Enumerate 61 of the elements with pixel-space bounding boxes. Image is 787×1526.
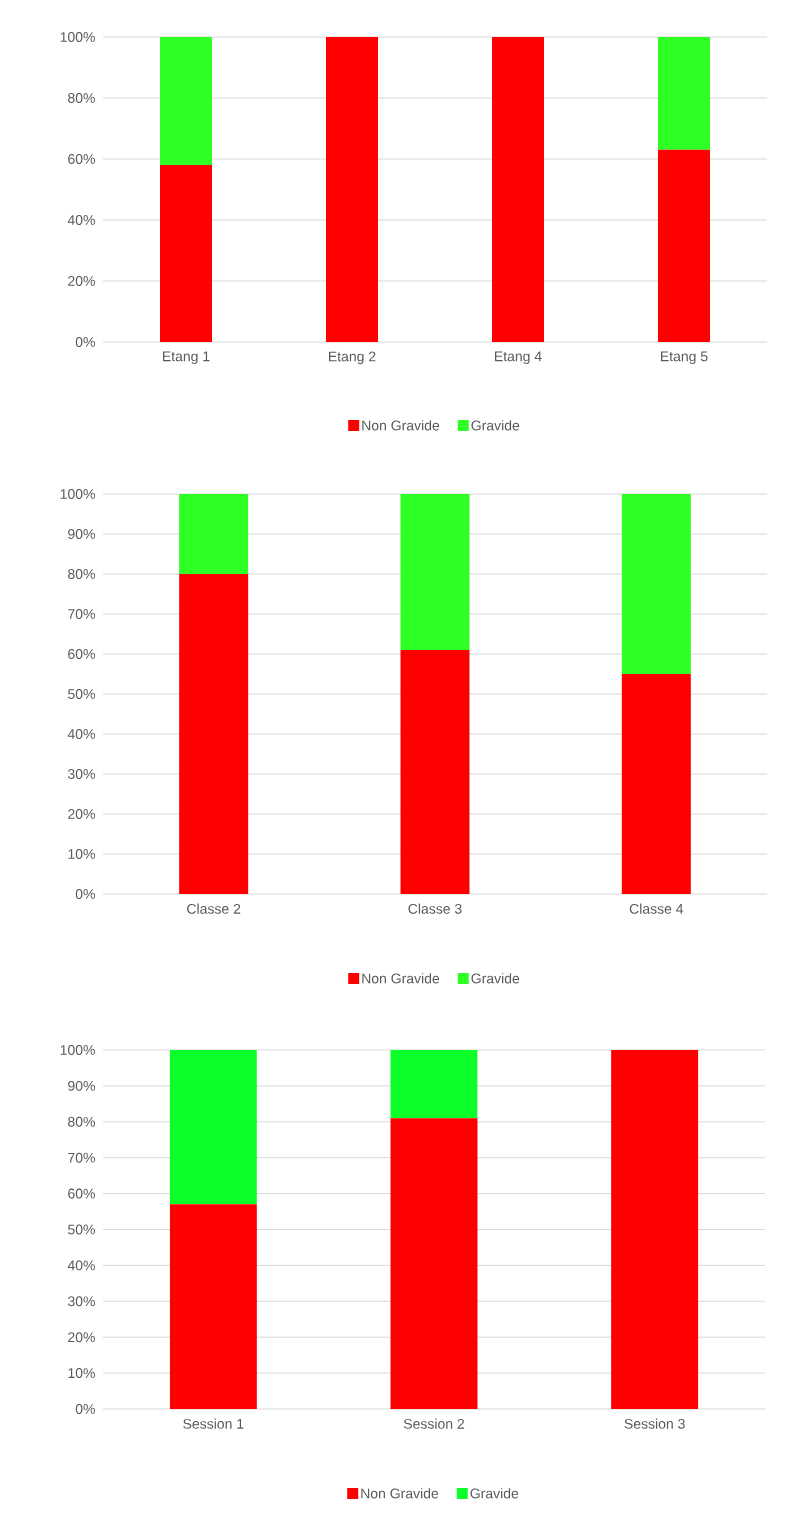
y-tick-label: 0% bbox=[75, 1404, 95, 1414]
y-tick-label: 20% bbox=[68, 809, 95, 819]
y-tick-label: 50% bbox=[68, 1224, 95, 1235]
x-tick-label: Classe 2 bbox=[187, 903, 241, 914]
bar bbox=[390, 1118, 478, 1409]
bar bbox=[169, 1204, 257, 1409]
x-tick-label: Etang 1 bbox=[163, 351, 210, 365]
bar bbox=[400, 649, 470, 894]
y-tick-label: 60% bbox=[68, 154, 95, 164]
bar bbox=[179, 573, 249, 894]
bar bbox=[160, 165, 212, 342]
x-tick-label: Classe 4 bbox=[629, 903, 684, 914]
bar bbox=[491, 37, 544, 342]
legend-label: Non Gravide bbox=[362, 420, 440, 431]
bar bbox=[169, 1049, 257, 1205]
legend-label: Gravide bbox=[471, 973, 520, 984]
x-tick-label: Classe 3 bbox=[408, 903, 462, 914]
legend-label: Gravide bbox=[471, 420, 520, 431]
y-tick-label: 60% bbox=[68, 649, 95, 659]
bar bbox=[400, 493, 470, 650]
y-tick-label: 10% bbox=[68, 1368, 95, 1379]
y-tick-label: 0% bbox=[75, 337, 95, 347]
bar bbox=[621, 493, 691, 674]
y-tick-label: 30% bbox=[67, 769, 95, 779]
y-tick-label: 10% bbox=[68, 849, 95, 859]
x-tick-label: Etang 2 bbox=[329, 351, 376, 365]
y-tick-label: 70% bbox=[68, 1152, 95, 1163]
bar bbox=[160, 37, 212, 166]
x-tick-label: Etang 5 bbox=[661, 351, 708, 365]
y-tick-label: 100% bbox=[60, 32, 95, 42]
legend-label: Gravide bbox=[470, 1488, 519, 1499]
bar bbox=[611, 1049, 699, 1409]
x-tick-label: Session 3 bbox=[624, 1418, 685, 1429]
legend-label: Non Gravide bbox=[361, 1488, 439, 1499]
x-tick-label: Session 2 bbox=[403, 1418, 465, 1429]
legend-label: Non Gravide bbox=[362, 973, 440, 984]
y-tick-label: 40% bbox=[67, 215, 95, 225]
y-tick-label: 20% bbox=[68, 276, 95, 286]
y-tick-label: 20% bbox=[68, 1332, 95, 1343]
y-tick-label: 0% bbox=[75, 889, 95, 899]
x-tick-label: Etang 4 bbox=[495, 351, 542, 365]
bar bbox=[621, 673, 691, 894]
bar bbox=[326, 37, 378, 342]
x-tick-label: Session 1 bbox=[183, 1418, 244, 1429]
bar bbox=[179, 493, 249, 574]
bar bbox=[390, 1049, 478, 1119]
y-tick-label: 70% bbox=[68, 609, 95, 619]
bar bbox=[657, 37, 710, 150]
y-tick-label: 40% bbox=[67, 729, 95, 739]
y-tick-label: 90% bbox=[68, 529, 95, 539]
y-tick-label: 90% bbox=[68, 1080, 95, 1091]
y-tick-label: 40% bbox=[67, 1260, 95, 1271]
y-tick-label: 50% bbox=[68, 689, 95, 699]
y-tick-label: 100% bbox=[60, 1045, 95, 1055]
y-tick-label: 60% bbox=[68, 1188, 95, 1199]
y-tick-label: 80% bbox=[68, 1116, 95, 1127]
y-tick-label: 80% bbox=[68, 569, 95, 579]
y-tick-label: 100% bbox=[60, 489, 95, 499]
bar bbox=[657, 149, 710, 342]
y-tick-label: 30% bbox=[67, 1296, 95, 1307]
y-tick-label: 80% bbox=[68, 93, 95, 103]
